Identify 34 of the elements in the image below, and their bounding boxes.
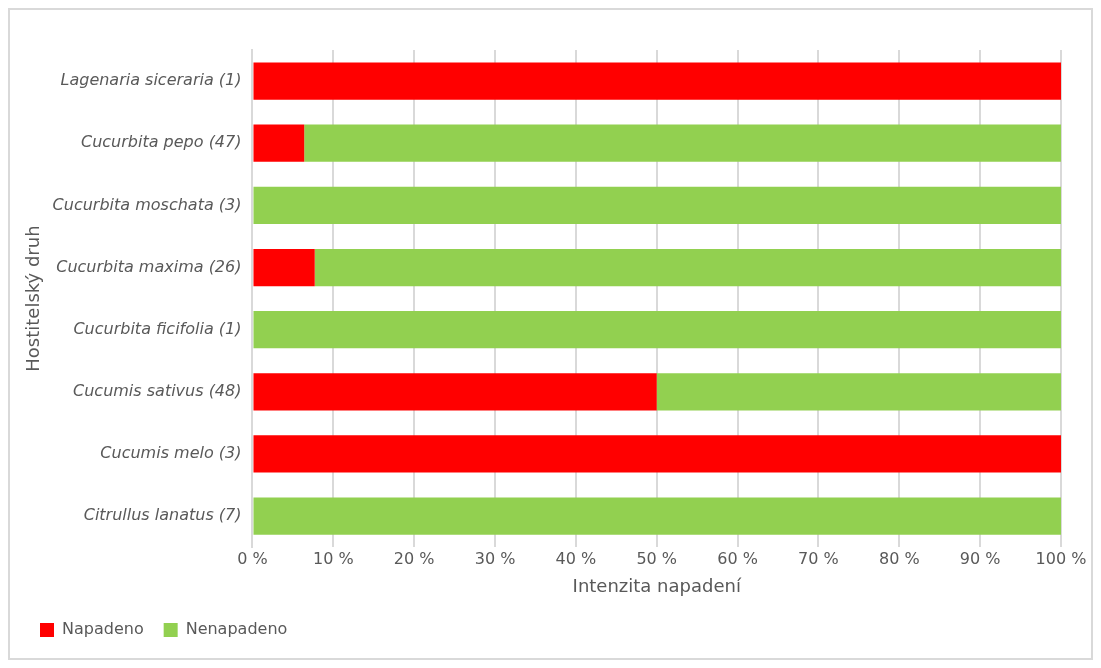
x-tick-label: 30 %	[474, 548, 516, 568]
y-tick-label: Cucumis sativus (48)	[73, 380, 242, 400]
x-tick-label: 20 %	[393, 548, 435, 568]
x-tick-label: 60 %	[717, 548, 758, 568]
y-tick-label: Cucumis melo (3)	[100, 443, 242, 463]
bar	[253, 373, 657, 411]
x-tick-label: 0 %	[237, 548, 268, 568]
bar	[253, 124, 305, 162]
x-tick-label: 80 %	[878, 548, 920, 568]
y-tick-label: Cucurbita maxima (26)	[56, 256, 242, 276]
y-tick-label: Cucurbita ficifolia (1)	[73, 318, 242, 338]
x-axis-title: Intenzita napadení	[572, 574, 742, 596]
bar	[253, 186, 1061, 225]
x-tick-label: 40 %	[555, 548, 597, 568]
y-tick-label: Cucurbita pepo (47)	[81, 132, 242, 152]
bar	[656, 373, 1061, 411]
y-axis-title: Hostitelský druh	[22, 225, 44, 372]
x-tick-label: 90 %	[959, 548, 1001, 568]
bar	[253, 435, 1061, 473]
bar	[253, 311, 1061, 349]
x-tick-label: 70 %	[798, 548, 839, 568]
y-tick-label: Lagenaria siceraria (1)	[60, 70, 242, 90]
bar	[253, 497, 1061, 535]
bar	[253, 62, 1061, 100]
legend-label: Napadeno	[62, 619, 144, 639]
bar	[304, 124, 1061, 162]
x-tick-label: 10 %	[313, 548, 354, 568]
legend-label: Nenapadeno	[185, 619, 288, 639]
x-tick-label: 100 %	[1035, 548, 1087, 568]
bar	[253, 248, 315, 287]
x-tick-label: 50 %	[636, 548, 678, 568]
y-tick-label: Citrullus lanatus (7)	[83, 505, 242, 525]
y-tick-label: Cucurbita moschata (3)	[52, 194, 242, 214]
bar	[314, 248, 1061, 287]
